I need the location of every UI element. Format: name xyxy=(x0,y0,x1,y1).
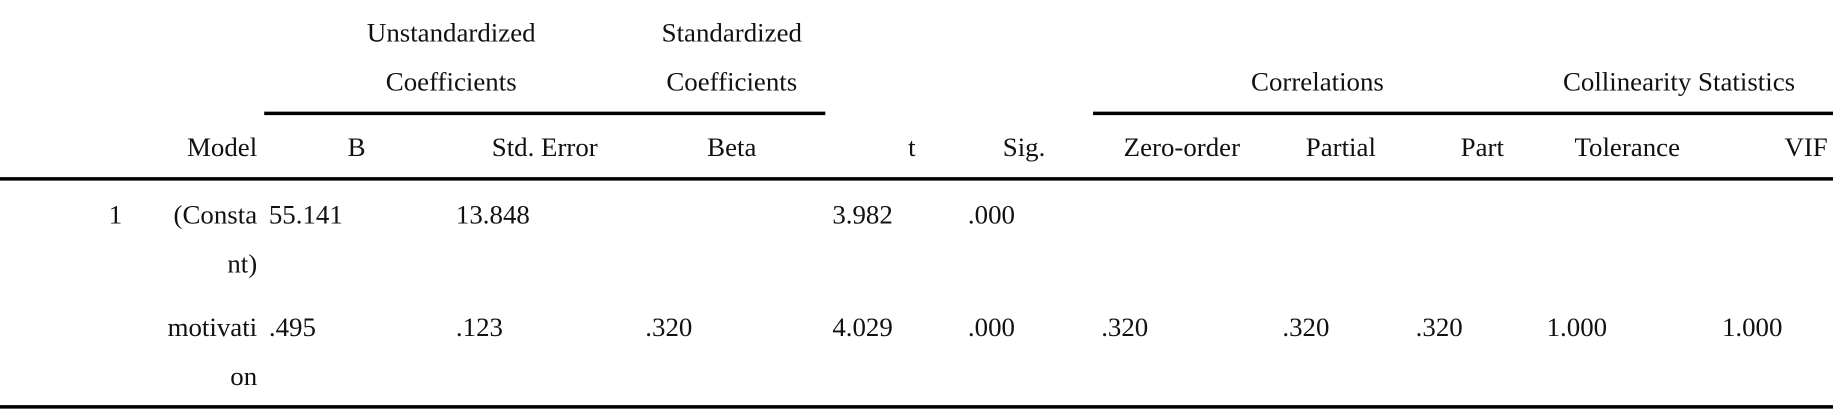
cell: .320 xyxy=(1416,312,1463,342)
column-header: Part xyxy=(1461,132,1505,162)
group-header: Coefficients xyxy=(666,66,797,96)
row-label: on xyxy=(230,361,257,391)
cell: 1.000 xyxy=(1547,312,1607,342)
cell: 3.982 xyxy=(832,200,892,230)
row-label: (Consta xyxy=(174,200,258,230)
column-header: B xyxy=(348,132,366,162)
row-label: nt) xyxy=(227,249,257,279)
cell: .320 xyxy=(1282,312,1329,342)
column-header: Sig. xyxy=(1003,132,1046,162)
cell: .495 xyxy=(269,312,316,342)
column-header: VIF xyxy=(1784,132,1827,162)
column-header: Zero-order xyxy=(1124,132,1240,162)
group-header: Unstandardized xyxy=(367,17,536,47)
cell: 13.848 xyxy=(456,200,530,230)
cell: .320 xyxy=(1101,312,1148,342)
cell: .123 xyxy=(456,312,503,342)
cell: .000 xyxy=(968,200,1015,230)
model-header: Model xyxy=(187,132,257,162)
cell: 55.141 xyxy=(269,200,343,230)
cell: .000 xyxy=(968,312,1015,342)
column-header: Beta xyxy=(707,132,756,162)
column-header: Tolerance xyxy=(1574,132,1680,162)
column-header: Std. Error xyxy=(492,132,598,162)
column-header: t xyxy=(908,132,916,162)
group-header: Correlations xyxy=(1251,66,1384,96)
cell: 4.029 xyxy=(832,312,892,342)
group-header: Coefficients xyxy=(386,66,517,96)
group-header: Collinearity Statistics xyxy=(1563,66,1795,96)
group-header: Standardized xyxy=(662,17,803,47)
column-header: Partial xyxy=(1306,132,1376,162)
cell: .320 xyxy=(645,312,692,342)
cell: 1.000 xyxy=(1722,312,1782,342)
row-label: motivati xyxy=(168,312,258,342)
model-number: 1 xyxy=(109,200,122,230)
